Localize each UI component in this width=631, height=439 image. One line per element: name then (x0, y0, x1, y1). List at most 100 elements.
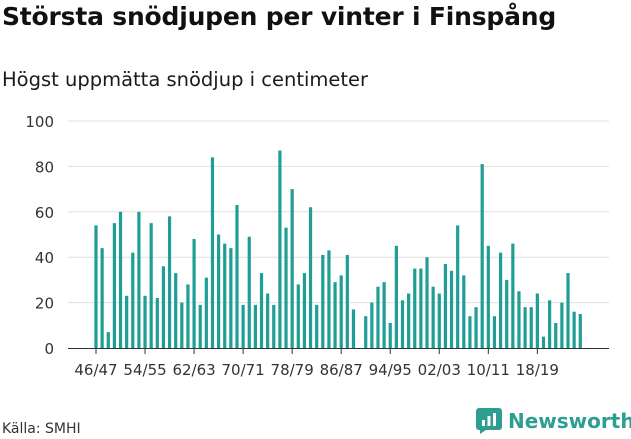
bar (180, 302, 184, 348)
bar (296, 284, 300, 348)
bar (486, 245, 490, 348)
bar (370, 302, 374, 348)
bar (541, 336, 546, 348)
y-tick-label: 80 (35, 158, 54, 176)
bar (284, 227, 288, 348)
bar (241, 304, 245, 348)
x-tick-label: 62/63 (172, 361, 215, 379)
bar (131, 252, 135, 348)
x-tick-label: 54/55 (123, 361, 166, 379)
bar (566, 273, 570, 348)
chart-subtitle: Högst uppmätta snödjup i centimeter (2, 68, 369, 91)
bar (223, 243, 227, 348)
bar (204, 277, 208, 348)
bar (302, 273, 307, 348)
bar (217, 234, 221, 348)
bar (351, 309, 356, 348)
bar (137, 211, 141, 348)
bar (106, 332, 110, 348)
x-tick-label: 78/79 (271, 361, 314, 379)
bar (192, 239, 196, 348)
brand-logo: Newsworthy (476, 408, 631, 434)
bar (498, 252, 503, 348)
bar (462, 275, 466, 348)
newsworthy-logo-icon (476, 408, 502, 434)
bar (376, 286, 380, 348)
bar (492, 316, 497, 348)
bar (523, 307, 527, 348)
bar (535, 293, 539, 348)
bar (431, 286, 435, 348)
bar (327, 250, 331, 348)
bar (505, 279, 509, 348)
bar (529, 307, 533, 348)
x-tick-label: 70/71 (222, 361, 265, 379)
bar (278, 150, 282, 348)
bar (210, 157, 215, 348)
y-tick-label: 20 (35, 295, 54, 313)
bar-chart: 0 20 40 60 80 100 46/47 54/55 62/63 70/71 78/79 86/… (25, 113, 609, 379)
bar (425, 257, 429, 348)
bar (333, 282, 337, 348)
bar (94, 225, 98, 348)
bar (118, 211, 123, 348)
bar (400, 300, 405, 348)
source-note: Källa: SMHI (2, 421, 81, 437)
bar (290, 189, 294, 348)
bar (560, 302, 564, 348)
bar (480, 164, 484, 348)
bar (382, 282, 386, 348)
x-tick-label: 18/19 (516, 361, 559, 379)
bar (100, 248, 104, 348)
bar (161, 266, 166, 348)
x-tick-label: 94/95 (369, 361, 412, 379)
bar (229, 248, 233, 348)
bar (578, 313, 582, 348)
bar (112, 223, 116, 348)
bar (449, 270, 454, 348)
x-tick-label: 46/47 (74, 361, 117, 379)
bar (443, 264, 448, 348)
bar (149, 223, 153, 348)
bar (308, 207, 313, 348)
bar (167, 216, 172, 348)
y-tick-label: 60 (35, 204, 54, 222)
bar (413, 268, 417, 348)
bar (394, 245, 398, 348)
bar (174, 273, 178, 348)
bar (253, 304, 257, 348)
bar (272, 304, 276, 348)
bar (339, 275, 343, 348)
bar (198, 304, 202, 348)
bar (468, 316, 472, 348)
bar (407, 293, 411, 348)
bar (259, 273, 264, 348)
bar (548, 300, 552, 348)
x-tick-label: 10/11 (467, 361, 510, 379)
bar (456, 225, 460, 348)
bar (364, 316, 368, 348)
x-tick-label: 86/87 (320, 361, 363, 379)
x-tick-label: 02/03 (418, 361, 461, 379)
bar (388, 323, 392, 348)
bar (437, 293, 441, 348)
y-tick-label: 100 (25, 113, 54, 131)
bar (235, 204, 239, 348)
bar (186, 284, 190, 348)
bar (517, 291, 521, 348)
y-tick-label: 40 (35, 249, 54, 267)
bar (155, 298, 159, 348)
bar (266, 293, 270, 348)
chart-title: Största snödjupen per vinter i Finspång (2, 2, 557, 31)
bar (572, 311, 576, 348)
bar (345, 254, 349, 348)
bar (554, 323, 558, 348)
bar (125, 295, 129, 348)
bar (511, 243, 515, 348)
bar (247, 236, 251, 348)
y-tick-label: 0 (44, 340, 54, 358)
bar (419, 268, 423, 348)
bar (474, 307, 478, 348)
brand-name: Newsworthy (508, 409, 631, 433)
bar (321, 254, 325, 348)
